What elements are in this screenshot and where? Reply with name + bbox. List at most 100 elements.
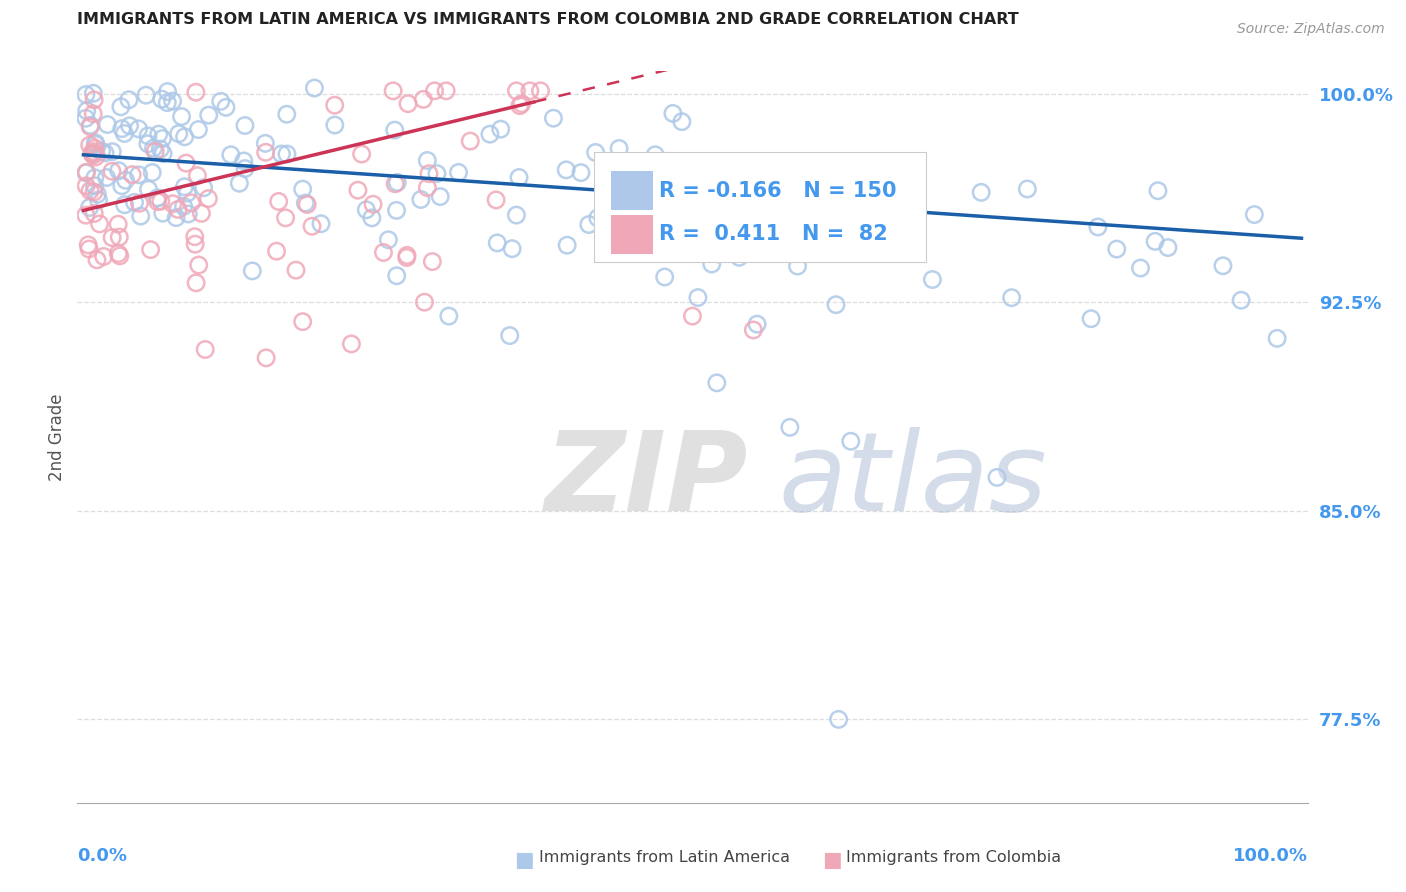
Point [662, 106, 685, 120]
Point [682, 309, 704, 323]
Point [727, 189, 749, 203]
Point [721, 235, 744, 249]
Point [83, 185, 105, 199]
Point [128, 196, 150, 211]
Point [413, 295, 436, 310]
Point [839, 434, 862, 449]
Point [75, 208, 97, 222]
Point [423, 84, 446, 98]
Point [118, 119, 141, 133]
Text: R = -0.166   N = 150: R = -0.166 N = 150 [659, 180, 897, 201]
Point [107, 217, 129, 231]
Point [706, 376, 728, 390]
Point [108, 230, 131, 244]
Point [83, 178, 105, 193]
Point [124, 195, 146, 210]
Point [499, 328, 522, 343]
FancyBboxPatch shape [612, 215, 654, 254]
Text: 0.0%: 0.0% [77, 847, 128, 864]
Point [82, 87, 104, 101]
FancyBboxPatch shape [612, 171, 654, 211]
Point [276, 147, 298, 161]
Point [136, 128, 159, 143]
Point [93, 250, 115, 264]
Point [1147, 184, 1170, 198]
Point [323, 118, 346, 132]
Text: IMMIGRANTS FROM LATIN AMERICA VS IMMIGRANTS FROM COLOMBIA 2ND GRADE CORRELATION : IMMIGRANTS FROM LATIN AMERICA VS IMMIGRA… [77, 12, 1019, 28]
Point [101, 145, 124, 159]
Point [1230, 293, 1253, 308]
Point [607, 141, 630, 155]
Point [146, 194, 169, 209]
Point [728, 250, 751, 264]
Point [141, 165, 163, 179]
Point [233, 119, 256, 133]
Point [139, 243, 162, 257]
Point [569, 166, 592, 180]
Point [83, 206, 105, 220]
Point [614, 224, 637, 238]
Point [291, 315, 314, 329]
Point [152, 146, 174, 161]
Point [136, 136, 159, 151]
Point [89, 217, 111, 231]
Point [644, 148, 666, 162]
Point [170, 110, 193, 124]
Point [396, 96, 419, 111]
Point [107, 163, 129, 178]
Point [149, 142, 172, 156]
Text: ■: ■ [515, 850, 534, 871]
Point [686, 291, 709, 305]
Point [152, 206, 174, 220]
Point [697, 228, 720, 243]
Point [79, 119, 101, 133]
Point [114, 173, 136, 187]
Point [165, 211, 187, 225]
Point [167, 202, 190, 217]
Point [396, 248, 419, 262]
Point [509, 98, 531, 112]
Point [276, 107, 298, 121]
Point [970, 186, 993, 200]
Point [382, 84, 405, 98]
Point [80, 146, 103, 161]
Text: Immigrants from Colombia: Immigrants from Colombia [846, 850, 1062, 865]
Point [193, 180, 215, 194]
Point [84, 141, 107, 155]
Point [101, 164, 124, 178]
Point [434, 84, 457, 98]
Point [83, 170, 105, 185]
Point [501, 242, 523, 256]
Point [82, 147, 104, 161]
Point [385, 268, 408, 283]
Point [107, 246, 129, 260]
Point [489, 122, 512, 136]
Point [614, 204, 637, 219]
Point [340, 337, 363, 351]
Point [1080, 311, 1102, 326]
Point [799, 244, 821, 258]
Point [578, 218, 600, 232]
Text: ■: ■ [821, 850, 841, 871]
Point [1129, 260, 1152, 275]
Point [84, 150, 107, 164]
Point [156, 85, 179, 99]
Point [174, 156, 197, 170]
Point [706, 247, 728, 261]
Point [304, 81, 326, 95]
Point [508, 170, 530, 185]
Point [485, 193, 508, 207]
Point [412, 92, 434, 106]
Point [447, 165, 470, 179]
Point [76, 165, 98, 179]
Point [75, 178, 97, 193]
Point [129, 209, 152, 223]
Point [267, 194, 290, 209]
Point [75, 87, 97, 102]
Point [146, 191, 169, 205]
Point [94, 145, 117, 160]
Point [233, 161, 256, 176]
Point [356, 202, 378, 217]
Point [862, 214, 884, 228]
Point [87, 193, 110, 207]
